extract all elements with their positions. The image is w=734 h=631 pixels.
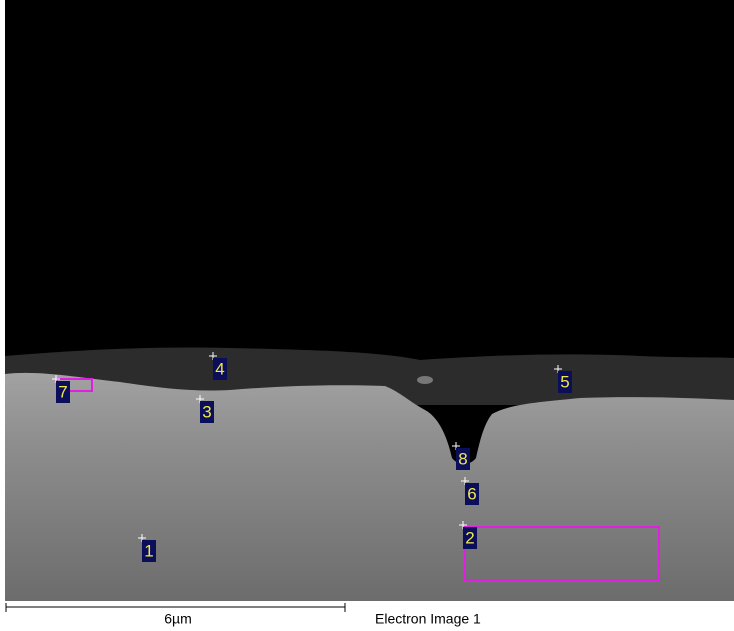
marker-label: 8 (458, 449, 467, 468)
marker-label: 2 (465, 528, 474, 547)
image-caption: Electron Image 1 (375, 611, 481, 627)
marker-label: 1 (144, 541, 153, 560)
scale-bar-label: 6µm (164, 611, 192, 627)
marker-label: 6 (467, 484, 476, 503)
marker-label: 4 (215, 359, 224, 378)
particle (417, 376, 433, 384)
electron-image-view: 1 2 3 4 5 6 7 8 6µm Electron Image 1 (0, 0, 734, 631)
marker-label: 7 (58, 382, 67, 401)
substrate (5, 373, 734, 601)
marker-label: 3 (202, 402, 211, 421)
marker-label: 5 (560, 372, 569, 391)
page: 12345678 6µm Electron Image 1 (() => { c… (0, 0, 734, 631)
